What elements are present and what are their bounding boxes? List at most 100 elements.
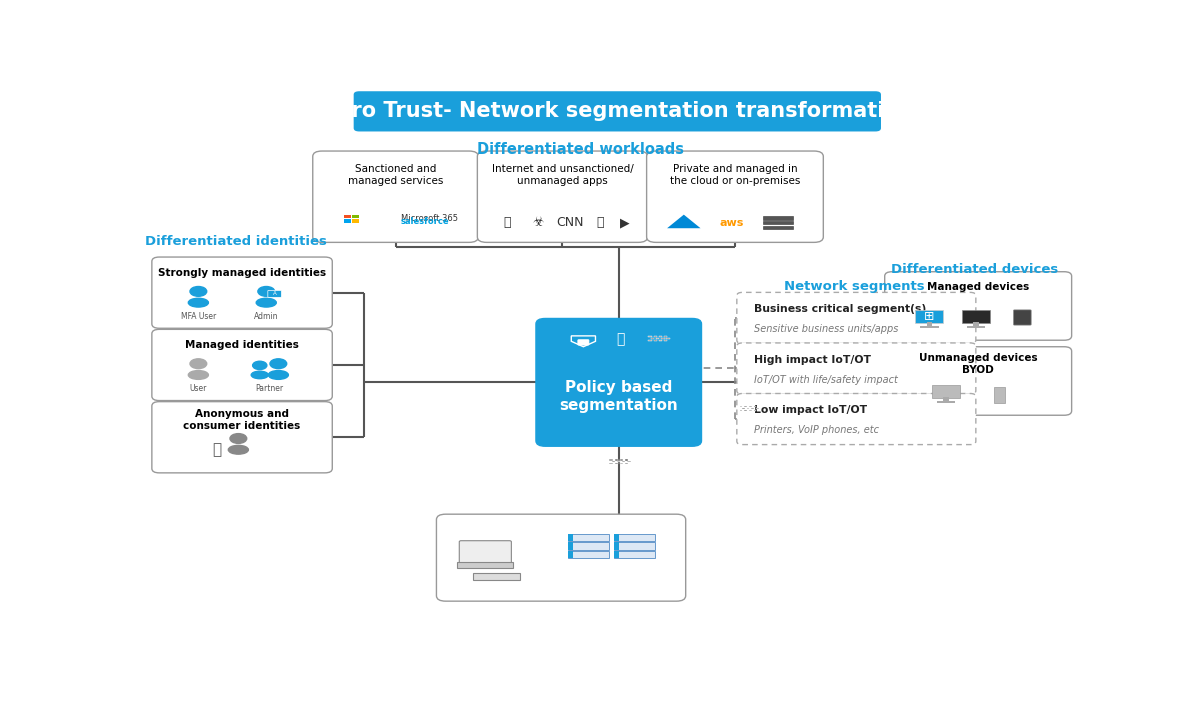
Bar xyxy=(614,463,618,465)
FancyBboxPatch shape xyxy=(152,402,332,473)
FancyBboxPatch shape xyxy=(354,91,881,131)
Text: Differentiated devices: Differentiated devices xyxy=(892,263,1058,276)
Text: 🕵: 🕵 xyxy=(503,216,511,229)
Polygon shape xyxy=(667,215,701,228)
Bar xyxy=(763,216,793,220)
Bar xyxy=(619,463,623,465)
Bar xyxy=(614,459,618,460)
Text: ▶: ▶ xyxy=(619,216,629,229)
FancyBboxPatch shape xyxy=(932,385,960,398)
Text: Managed identities: Managed identities xyxy=(185,340,299,350)
Bar xyxy=(739,406,743,407)
Bar xyxy=(648,340,652,341)
Bar xyxy=(943,397,949,402)
Bar xyxy=(344,219,352,223)
Bar xyxy=(623,461,625,462)
FancyBboxPatch shape xyxy=(737,292,976,344)
Bar xyxy=(569,551,610,558)
FancyBboxPatch shape xyxy=(478,151,648,242)
FancyBboxPatch shape xyxy=(916,310,943,323)
FancyBboxPatch shape xyxy=(437,514,685,602)
Bar xyxy=(749,409,751,411)
Bar xyxy=(664,340,667,341)
Bar xyxy=(937,401,955,402)
FancyBboxPatch shape xyxy=(268,290,282,297)
Bar xyxy=(654,340,656,341)
Text: Sensitive business units/apps: Sensitive business units/apps xyxy=(754,324,898,334)
Bar xyxy=(648,335,652,337)
Bar xyxy=(666,337,670,339)
Circle shape xyxy=(270,359,287,369)
FancyBboxPatch shape xyxy=(737,343,976,394)
Bar xyxy=(617,461,620,462)
Text: Unmanaged devices
BYOD: Unmanaged devices BYOD xyxy=(919,354,1038,375)
Bar xyxy=(614,534,619,541)
FancyBboxPatch shape xyxy=(578,340,589,345)
Text: Network segments: Network segments xyxy=(784,280,924,294)
Ellipse shape xyxy=(269,371,288,379)
Bar xyxy=(966,326,985,328)
Bar xyxy=(569,542,610,549)
Bar xyxy=(614,551,619,558)
Ellipse shape xyxy=(228,445,248,454)
Text: 🔍: 🔍 xyxy=(617,332,625,346)
Bar xyxy=(352,215,359,218)
Bar xyxy=(742,408,745,409)
Text: ☣: ☣ xyxy=(532,216,544,229)
FancyBboxPatch shape xyxy=(884,272,1072,340)
FancyBboxPatch shape xyxy=(1014,310,1031,325)
Bar xyxy=(569,534,572,541)
Bar xyxy=(926,322,932,327)
Bar xyxy=(652,337,654,339)
Text: Business critical segment(s): Business critical segment(s) xyxy=(754,304,926,314)
Text: Differentiated identities: Differentiated identities xyxy=(145,235,326,248)
Text: Microsoft 365: Microsoft 365 xyxy=(401,215,458,224)
FancyBboxPatch shape xyxy=(152,329,332,400)
Text: aws: aws xyxy=(720,217,744,228)
Bar xyxy=(614,542,655,549)
Bar xyxy=(746,408,749,409)
Bar xyxy=(625,463,628,465)
Bar xyxy=(751,408,754,409)
Bar xyxy=(610,463,613,465)
Bar xyxy=(344,215,352,218)
Bar xyxy=(569,534,610,541)
FancyBboxPatch shape xyxy=(536,318,702,446)
Bar xyxy=(457,563,514,568)
Text: Zero Trust- Network segmentation transformation: Zero Trust- Network segmentation transfo… xyxy=(322,102,913,121)
Bar xyxy=(763,220,793,225)
Circle shape xyxy=(253,361,266,369)
Bar xyxy=(994,387,1004,403)
Bar xyxy=(614,542,619,549)
Bar xyxy=(659,340,662,341)
Text: Admin: Admin xyxy=(254,312,278,321)
Bar xyxy=(756,408,758,409)
Text: MFA User: MFA User xyxy=(181,312,216,321)
Text: User: User xyxy=(190,384,208,393)
Bar xyxy=(754,409,756,411)
Bar xyxy=(614,551,655,558)
Ellipse shape xyxy=(251,371,269,378)
FancyBboxPatch shape xyxy=(152,257,332,328)
Text: 🐦: 🐦 xyxy=(596,216,604,229)
FancyBboxPatch shape xyxy=(647,151,823,242)
FancyBboxPatch shape xyxy=(737,393,976,445)
Text: Printers, VoIP phones, etc: Printers, VoIP phones, etc xyxy=(754,425,878,435)
Text: 🔍: 🔍 xyxy=(212,442,222,457)
FancyBboxPatch shape xyxy=(460,541,511,565)
Bar xyxy=(612,461,616,462)
Circle shape xyxy=(258,287,275,297)
Bar xyxy=(569,542,572,549)
Bar xyxy=(654,335,656,337)
Circle shape xyxy=(230,433,247,443)
Text: Policy based
segmentation: Policy based segmentation xyxy=(559,380,678,412)
Bar xyxy=(763,225,793,229)
FancyBboxPatch shape xyxy=(313,151,479,242)
Bar xyxy=(619,459,623,460)
Text: CNN: CNN xyxy=(557,216,584,229)
Bar xyxy=(973,322,979,327)
FancyBboxPatch shape xyxy=(962,310,990,323)
Text: Partner: Partner xyxy=(254,384,283,393)
Bar xyxy=(625,459,628,460)
Text: A: A xyxy=(272,292,276,297)
